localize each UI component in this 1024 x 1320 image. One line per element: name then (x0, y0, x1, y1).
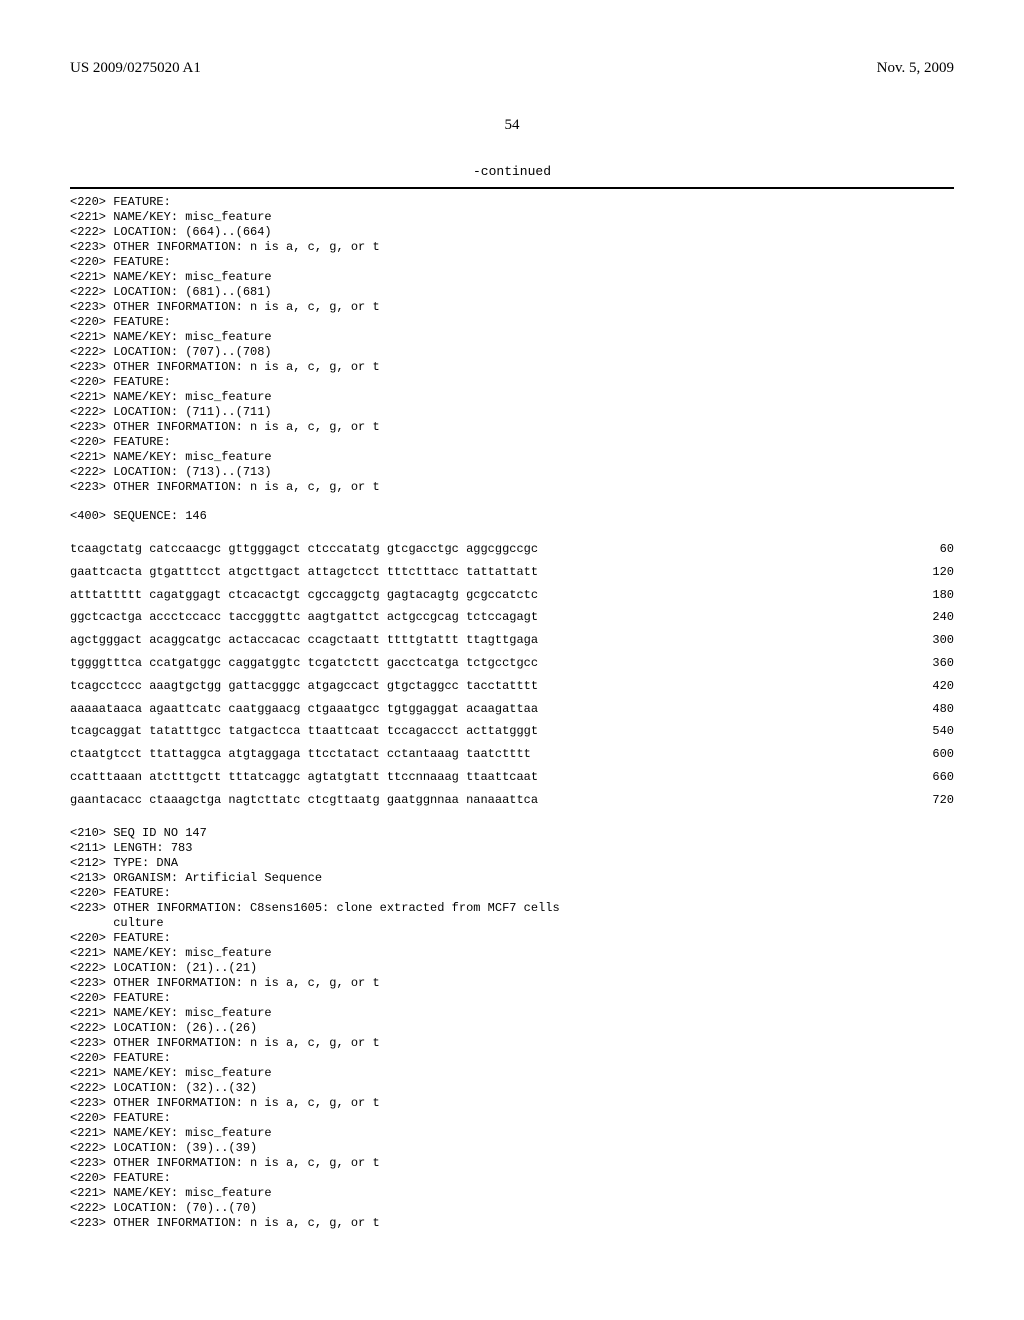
sequence-text: ccatttaaan atctttgctt tttatcaggc agtatgt… (70, 766, 538, 789)
feature-line: <223> OTHER INFORMATION: n is a, c, g, o… (70, 240, 954, 255)
feature-line: <220> FEATURE: (70, 886, 954, 901)
sequence-row: tggggtttca ccatgatggc caggatggtc tcgatct… (70, 652, 954, 675)
feature-line: <221> NAME/KEY: misc_feature (70, 946, 954, 961)
feature-line: <222> LOCATION: (26)..(26) (70, 1021, 954, 1036)
sequence-row: tcagcctccc aaagtgctgg gattacgggc atgagcc… (70, 675, 954, 698)
sequence-text: tggggtttca ccatgatggc caggatggtc tcgatct… (70, 652, 538, 675)
feature-line: <221> NAME/KEY: misc_feature (70, 1066, 954, 1081)
sequence-text: aaaaataaca agaattcatc caatggaacg ctgaaat… (70, 698, 538, 721)
section-rule (70, 187, 954, 189)
feature-line: <220> FEATURE: (70, 315, 954, 330)
sequence-position: 240 (884, 606, 954, 629)
sequence-position: 480 (884, 698, 954, 721)
sequence-position: 720 (884, 789, 954, 812)
feature-line: <212> TYPE: DNA (70, 856, 954, 871)
sequence-text: gaattcacta gtgatttcct atgcttgact attagct… (70, 561, 538, 584)
sequence-text: ctaatgtcct ttattaggca atgtaggaga ttcctat… (70, 743, 531, 766)
feature-line: <222> LOCATION: (707)..(708) (70, 345, 954, 360)
feature-line: <210> SEQ ID NO 147 (70, 826, 954, 841)
sequence-position: 120 (884, 561, 954, 584)
sequence-row: ggctcactga accctccacc taccgggttc aagtgat… (70, 606, 954, 629)
sequence-row: atttattttt cagatggagt ctcacactgt cgccagg… (70, 584, 954, 607)
sequence-position: 60 (884, 538, 954, 561)
feature-listing-146: <220> FEATURE:<221> NAME/KEY: misc_featu… (70, 195, 954, 495)
feature-line: <220> FEATURE: (70, 195, 954, 210)
sequence-position: 360 (884, 652, 954, 675)
seq-147-header: <210> SEQ ID NO 147<211> LENGTH: 783<212… (70, 826, 954, 1231)
feature-line: <221> NAME/KEY: misc_feature (70, 1006, 954, 1021)
document-header: US 2009/0275020 A1 Nov. 5, 2009 (70, 60, 954, 77)
sequence-position: 600 (884, 743, 954, 766)
feature-line: <223> OTHER INFORMATION: n is a, c, g, o… (70, 1216, 954, 1231)
sequence-position: 540 (884, 720, 954, 743)
sequence-text: gaantacacc ctaaagctga nagtcttatc ctcgtta… (70, 789, 538, 812)
sequence-position: 660 (884, 766, 954, 789)
feature-line: <211> LENGTH: 783 (70, 841, 954, 856)
feature-line: <220> FEATURE: (70, 255, 954, 270)
feature-line: <222> LOCATION: (21)..(21) (70, 961, 954, 976)
feature-line: <221> NAME/KEY: misc_feature (70, 270, 954, 285)
sequence-146-block: tcaagctatg catccaacgc gttgggagct ctcccat… (70, 538, 954, 812)
feature-line: <223> OTHER INFORMATION: n is a, c, g, o… (70, 300, 954, 315)
sequence-row: tcagcaggat tatatttgcc tatgactcca ttaattc… (70, 720, 954, 743)
feature-line: <222> LOCATION: (713)..(713) (70, 465, 954, 480)
feature-line: <223> OTHER INFORMATION: n is a, c, g, o… (70, 1156, 954, 1171)
sequence-row: gaattcacta gtgatttcct atgcttgact attagct… (70, 561, 954, 584)
feature-line: <223> OTHER INFORMATION: C8sens1605: clo… (70, 901, 954, 916)
feature-line: <220> FEATURE: (70, 1051, 954, 1066)
feature-line: <213> ORGANISM: Artificial Sequence (70, 871, 954, 886)
sequence-text: ggctcactga accctccacc taccgggttc aagtgat… (70, 606, 538, 629)
publication-date: Nov. 5, 2009 (877, 60, 954, 77)
page-number: 54 (70, 117, 954, 134)
feature-line: <220> FEATURE: (70, 375, 954, 390)
feature-line: <222> LOCATION: (32)..(32) (70, 1081, 954, 1096)
sequence-row: ccatttaaan atctttgctt tttatcaggc agtatgt… (70, 766, 954, 789)
sequence-position: 300 (884, 629, 954, 652)
feature-line: <223> OTHER INFORMATION: n is a, c, g, o… (70, 360, 954, 375)
sequence-text: tcagcaggat tatatttgcc tatgactcca ttaattc… (70, 720, 538, 743)
feature-line: <220> FEATURE: (70, 1171, 954, 1186)
feature-line: <221> NAME/KEY: misc_feature (70, 390, 954, 405)
feature-line: <220> FEATURE: (70, 435, 954, 450)
feature-line: <222> LOCATION: (681)..(681) (70, 285, 954, 300)
feature-line: <221> NAME/KEY: misc_feature (70, 210, 954, 225)
sequence-text: tcaagctatg catccaacgc gttgggagct ctcccat… (70, 538, 538, 561)
sequence-row: tcaagctatg catccaacgc gttgggagct ctcccat… (70, 538, 954, 561)
feature-line: culture (70, 916, 954, 931)
feature-line: <223> OTHER INFORMATION: n is a, c, g, o… (70, 1036, 954, 1051)
feature-line: <223> OTHER INFORMATION: n is a, c, g, o… (70, 480, 954, 495)
feature-line: <221> NAME/KEY: misc_feature (70, 450, 954, 465)
sequence-row: gaantacacc ctaaagctga nagtcttatc ctcgtta… (70, 789, 954, 812)
sequence-text: tcagcctccc aaagtgctgg gattacgggc atgagcc… (70, 675, 538, 698)
feature-line: <220> FEATURE: (70, 991, 954, 1006)
sequence-position: 180 (884, 584, 954, 607)
feature-line: <221> NAME/KEY: misc_feature (70, 330, 954, 345)
sequence-row: ctaatgtcct ttattaggca atgtaggaga ttcctat… (70, 743, 954, 766)
sequence-text: atttattttt cagatggagt ctcacactgt cgccagg… (70, 584, 538, 607)
feature-line: <222> LOCATION: (664)..(664) (70, 225, 954, 240)
feature-line: <223> OTHER INFORMATION: n is a, c, g, o… (70, 1096, 954, 1111)
publication-number: US 2009/0275020 A1 (70, 60, 201, 77)
feature-line: <223> OTHER INFORMATION: n is a, c, g, o… (70, 976, 954, 991)
feature-line: <222> LOCATION: (711)..(711) (70, 405, 954, 420)
feature-line: <221> NAME/KEY: misc_feature (70, 1126, 954, 1141)
feature-line: <220> FEATURE: (70, 931, 954, 946)
sequence-row: agctgggact acaggcatgc actaccacac ccagcta… (70, 629, 954, 652)
feature-line: <222> LOCATION: (39)..(39) (70, 1141, 954, 1156)
sequence-400-label: <400> SEQUENCE: 146 (70, 509, 954, 524)
continued-label: -continued (70, 164, 954, 179)
feature-line: <221> NAME/KEY: misc_feature (70, 1186, 954, 1201)
feature-line: <222> LOCATION: (70)..(70) (70, 1201, 954, 1216)
sequence-text: agctgggact acaggcatgc actaccacac ccagcta… (70, 629, 538, 652)
page-container: US 2009/0275020 A1 Nov. 5, 2009 54 -cont… (0, 0, 1024, 1271)
sequence-row: aaaaataaca agaattcatc caatggaacg ctgaaat… (70, 698, 954, 721)
feature-line: <220> FEATURE: (70, 1111, 954, 1126)
feature-line: <223> OTHER INFORMATION: n is a, c, g, o… (70, 420, 954, 435)
sequence-position: 420 (884, 675, 954, 698)
